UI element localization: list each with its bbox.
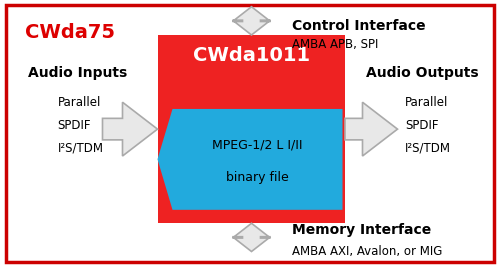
Text: AMBA APB, SPI: AMBA APB, SPI <box>292 38 379 51</box>
Polygon shape <box>232 223 270 252</box>
Text: Control Interface: Control Interface <box>292 19 426 33</box>
Polygon shape <box>232 7 270 35</box>
Text: I²S/TDM: I²S/TDM <box>405 141 451 154</box>
Bar <box>158 35 345 223</box>
Polygon shape <box>158 109 342 210</box>
Text: Memory Interface: Memory Interface <box>292 223 432 237</box>
Text: CWda1011: CWda1011 <box>193 46 310 65</box>
Text: CWda75: CWda75 <box>25 23 115 42</box>
Polygon shape <box>345 102 398 156</box>
Text: Parallel: Parallel <box>58 96 101 109</box>
Text: SPDIF: SPDIF <box>58 119 91 132</box>
Text: Audio Outputs: Audio Outputs <box>366 66 479 80</box>
Text: Audio Inputs: Audio Inputs <box>28 66 127 80</box>
Text: SPDIF: SPDIF <box>405 119 438 132</box>
Text: I²S/TDM: I²S/TDM <box>58 141 104 154</box>
Text: Parallel: Parallel <box>405 96 448 109</box>
Polygon shape <box>102 102 158 156</box>
Text: binary file: binary file <box>226 171 289 184</box>
Text: MPEG-1/2 L I/II: MPEG-1/2 L I/II <box>212 139 303 152</box>
Text: AMBA AXI, Avalon, or MIG: AMBA AXI, Avalon, or MIG <box>292 245 443 258</box>
